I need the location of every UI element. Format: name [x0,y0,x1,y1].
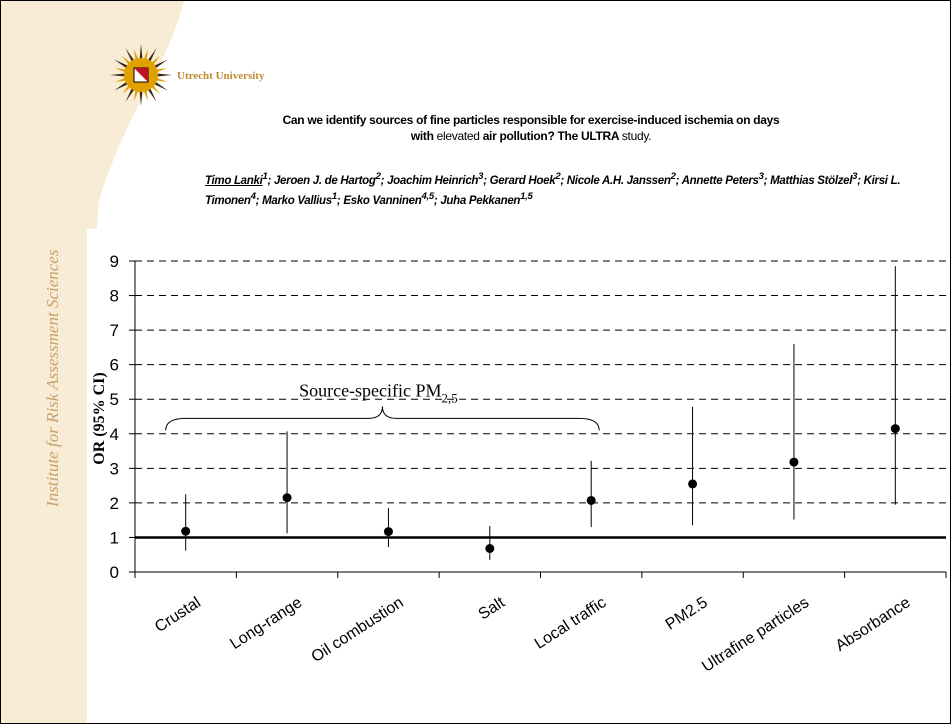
data-point [789,458,798,467]
data-point [688,479,697,488]
data-point [485,544,494,553]
chart-area [87,229,950,723]
y-tick-label: 9 [110,252,119,271]
y-axis-title: OR (95% CI) [91,372,108,464]
y-tick-label: 6 [110,356,119,375]
y-tick-label: 7 [110,321,119,340]
y-tick-label: 0 [110,563,119,582]
annotation-subscript: 2,5 [442,390,458,405]
y-tick-label: 3 [110,459,119,478]
y-tick-label: 8 [110,287,119,306]
y-tick-label: 2 [110,494,119,513]
y-tick-label: 5 [110,390,119,409]
annotation-text: Source-specific PM [299,380,441,400]
data-point [384,527,393,536]
y-tick-label: 1 [110,528,119,547]
y-tick-label: 4 [110,425,119,444]
data-point [181,527,190,536]
data-point [891,424,900,433]
data-point [283,493,292,502]
data-point [587,496,596,505]
